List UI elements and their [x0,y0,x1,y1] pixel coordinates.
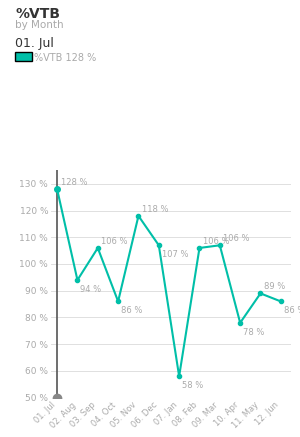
Text: 78 %: 78 % [243,328,265,336]
Text: 107 %: 107 % [162,250,188,259]
Text: 106 %: 106 % [202,237,229,246]
Text: 01. Jul: 01. Jul [15,37,54,50]
Text: 106 %: 106 % [101,237,127,246]
Text: 58 %: 58 % [182,381,203,390]
Text: 128 %: 128 % [61,178,88,187]
Text: 94 %: 94 % [80,285,102,294]
Text: 89 %: 89 % [263,282,285,291]
Text: 86 %: 86 % [284,306,300,315]
Text: %VTB 128 %: %VTB 128 % [34,53,97,63]
Text: 86 %: 86 % [121,306,142,315]
Text: 118 %: 118 % [142,205,168,214]
Text: 106 %: 106 % [223,234,249,243]
Text: %VTB: %VTB [15,7,60,21]
Text: by Month: by Month [15,20,64,30]
